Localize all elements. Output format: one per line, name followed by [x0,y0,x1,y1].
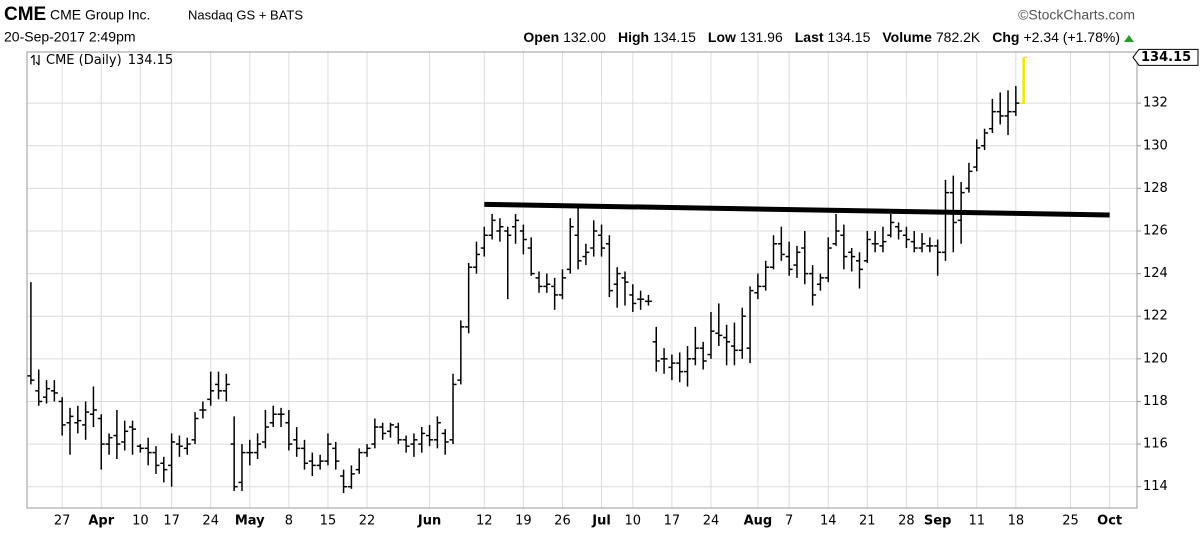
x-tick-label: Aug [744,514,773,529]
quote-value: 134.15 [653,29,696,45]
quote-label: Low [708,29,736,45]
y-tick-label: 130 [1143,138,1168,153]
x-tick-label: 15 [320,514,337,529]
y-tick-label: 126 [1143,223,1168,238]
x-tick-label: 10 [132,514,149,529]
quote-label: Volume [882,29,932,45]
x-tick-label: Jun [417,514,441,529]
y-tick-label: 128 [1143,181,1168,196]
x-tick-label: 12 [476,514,493,529]
x-tick-label: 27 [54,514,71,529]
quote: Open 132.00 High 134.15 Low 131.96 Last 134.15 V… [523,29,1120,45]
quote-label: Open [523,29,559,45]
x-tick-label: 21 [859,514,876,529]
y-tick-label: 116 [1143,437,1168,452]
x-tick-label: Apr [88,514,114,529]
x-tick-label: May [235,514,265,529]
x-tick-label: 24 [703,514,720,529]
x-tick-label: 19 [515,514,532,529]
plot-frame [26,51,1138,509]
x-tick-label: 17 [163,514,180,529]
y-tick-label: 118 [1143,394,1168,409]
x-tick-label: 7 [785,514,793,529]
x-tick-label: Oct [1097,514,1122,529]
symbol: CME [4,4,46,25]
legend: CME (Daily) 134.15 [46,53,173,68]
x-tick-label: 28 [898,514,915,529]
up-arrow [1124,35,1134,42]
company-name: CME Group Inc. [50,7,150,23]
quote-value: +2.34 (+1.78%) [1023,29,1120,45]
x-tick-label: Jul [591,514,611,529]
legend-icon [30,54,40,66]
legend-last: 134.15 [128,53,174,68]
quote-label: Chg [992,29,1019,45]
y-tick-label: 120 [1143,351,1168,366]
x-tick-label: 17 [664,514,681,529]
x-tick-label: 10 [625,514,642,529]
quote-value: 132.00 [563,29,606,45]
x-tick-label: 18 [1008,514,1025,529]
exchange: Nasdaq GS + BATS [188,7,303,22]
quote-label: High [618,29,649,45]
y-tick-label: 122 [1143,309,1168,324]
x-tick-label: 14 [820,514,837,529]
x-tick-label: 26 [554,514,571,529]
y-tick-label: 124 [1143,266,1168,281]
datetime: 20-Sep-2017 2:49pm [4,29,136,45]
legend-name: CME (Daily) [46,53,122,68]
last-price-label: 134.15 [1141,50,1191,65]
y-tick-label: 114 [1143,479,1168,494]
quote-label: Last [795,29,824,45]
x-tick-label: Sep [924,514,952,529]
source: ©StockCharts.com [1018,7,1135,23]
quote-value: 131.96 [740,29,783,45]
last-price-tag [1132,48,1199,66]
y-tick-label: 132 [1143,96,1168,111]
x-tick-label: 24 [202,514,219,529]
quote-value: 782.2K [936,29,981,45]
x-tick-label: 25 [1062,514,1079,529]
x-tick-label: 11 [968,514,985,529]
x-tick-label: 8 [285,514,293,529]
x-tick-label: 22 [359,514,376,529]
trendline [484,201,1110,218]
quote-value: 134.15 [828,29,871,45]
